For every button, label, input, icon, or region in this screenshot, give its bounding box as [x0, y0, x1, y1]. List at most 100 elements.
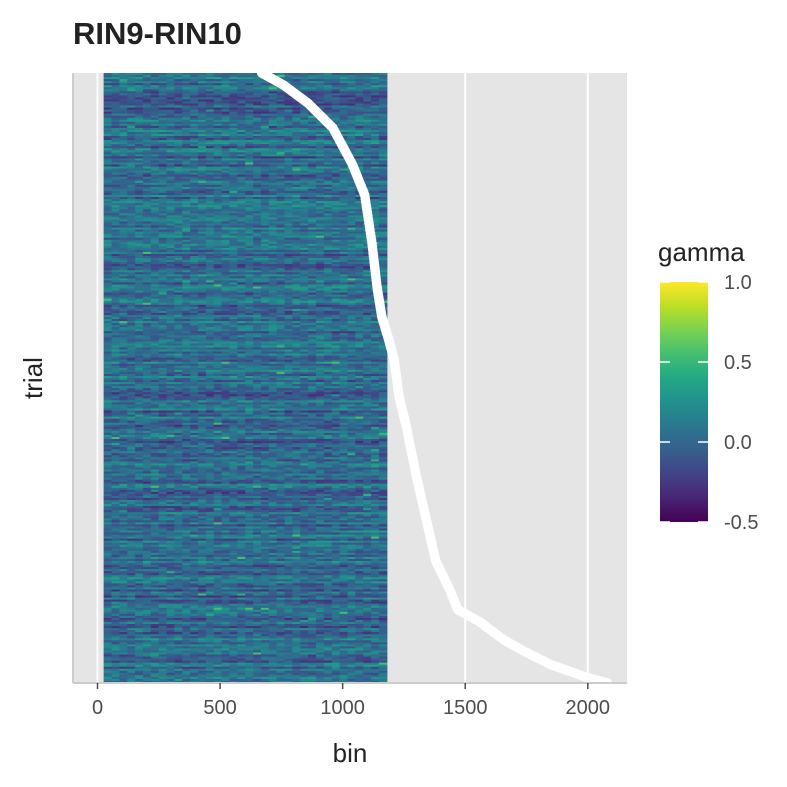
heatmap-cell [245, 77, 254, 80]
heatmap-cell [150, 178, 160, 182]
heatmap-cell [135, 304, 144, 308]
heatmap-cell [363, 99, 372, 103]
heatmap-cell [363, 292, 372, 296]
heatmap-cell [253, 201, 262, 204]
heatmap-cell [355, 148, 364, 151]
heatmap-cell [182, 209, 191, 212]
heatmap-cell [378, 233, 388, 237]
heatmap-cell [119, 160, 128, 164]
heatmap-cell [166, 203, 176, 206]
heatmap-cell [111, 117, 120, 121]
heatmap-cell [371, 79, 380, 82]
heatmap-cell [378, 262, 388, 265]
heatmap-cell [292, 180, 301, 184]
heatmap-cell [363, 131, 372, 135]
heatmap-cell [284, 266, 293, 269]
heatmap-cell [268, 219, 278, 223]
heatmap-cell [292, 109, 301, 113]
heatmap-cell [119, 197, 128, 200]
heatmap-cell [300, 221, 309, 225]
heatmap-cell [158, 117, 168, 121]
heatmap-cell [166, 290, 176, 294]
heatmap-cell [308, 125, 317, 129]
heatmap-cell [150, 97, 160, 101]
heatmap-cell [229, 219, 238, 223]
heatmap-cell [331, 85, 341, 88]
heatmap-cell [253, 266, 262, 269]
heatmap-cell [142, 164, 152, 168]
heatmap-cell [371, 160, 380, 164]
heatmap-cell [371, 109, 380, 113]
heatmap-cell [300, 190, 309, 194]
heatmap-cell [111, 134, 120, 137]
heatmap-cell [182, 127, 191, 131]
heatmap-cell [111, 272, 120, 275]
heatmap-cell [213, 184, 223, 188]
heatmap-cell [119, 136, 128, 139]
heatmap-cell [174, 227, 183, 231]
heatmap-cell [253, 274, 262, 277]
heatmap-cell [213, 103, 223, 107]
heatmap-cell [103, 154, 113, 157]
heatmap-cell [347, 256, 356, 259]
heatmap-cell [205, 125, 215, 129]
heatmap-cell [237, 180, 246, 184]
heatmap-cell [300, 184, 309, 188]
heatmap-cell [111, 119, 120, 123]
heatmap-cell [182, 247, 191, 251]
heatmap-cell [323, 83, 333, 86]
heatmap-cell [292, 152, 301, 155]
heatmap-cell [253, 103, 262, 107]
heatmap-cell [205, 302, 215, 306]
heatmap-cell [237, 123, 246, 127]
heatmap-cell [260, 117, 270, 121]
heatmap-cell [347, 89, 356, 92]
heatmap-cell [371, 152, 380, 155]
heatmap-cell [166, 182, 176, 186]
heatmap-cell [378, 115, 388, 119]
heatmap-cell [315, 81, 325, 84]
heatmap-cell [331, 203, 341, 206]
heatmap-cell [190, 282, 199, 286]
heatmap-cell [166, 109, 176, 113]
heatmap-cell [158, 217, 168, 220]
heatmap-cell [190, 164, 199, 168]
heatmap-cell [237, 282, 246, 286]
heatmap-cell [268, 129, 278, 133]
heatmap-cell [135, 302, 144, 306]
heatmap-cell [213, 107, 223, 111]
heatmap-cell [182, 249, 191, 253]
heatmap-cell [284, 150, 293, 153]
heatmap-cell [260, 268, 270, 271]
heatmap-cell [166, 225, 176, 229]
heatmap-cell [260, 213, 270, 216]
heatmap-cell [166, 119, 176, 123]
heatmap-cell [323, 217, 333, 220]
heatmap-cell [135, 77, 144, 80]
heatmap-cell [339, 229, 349, 233]
heatmap-cell [276, 201, 286, 204]
heatmap-cell [355, 213, 364, 216]
heatmap-cell [245, 253, 254, 257]
heatmap-cell [190, 203, 199, 206]
heatmap-cell [158, 180, 168, 184]
heatmap-cell [135, 168, 144, 172]
heatmap-cell [103, 111, 113, 115]
heatmap-cell [363, 262, 372, 265]
heatmap-cell [323, 225, 333, 229]
heatmap-cell [190, 156, 199, 159]
heatmap-cell [323, 142, 333, 145]
heatmap-cell [260, 249, 270, 253]
heatmap-cell [166, 129, 176, 133]
heatmap-cell [371, 113, 380, 117]
heatmap-cell [213, 148, 223, 151]
heatmap-cell [237, 241, 246, 245]
heatmap-cell [284, 284, 293, 288]
heatmap-cell [245, 87, 254, 90]
heatmap-cell [323, 209, 333, 212]
heatmap-cell [253, 170, 262, 174]
heatmap-cell [142, 178, 152, 182]
heatmap-cell [300, 270, 309, 273]
heatmap-cell [253, 278, 262, 281]
heatmap-cell [174, 91, 183, 94]
